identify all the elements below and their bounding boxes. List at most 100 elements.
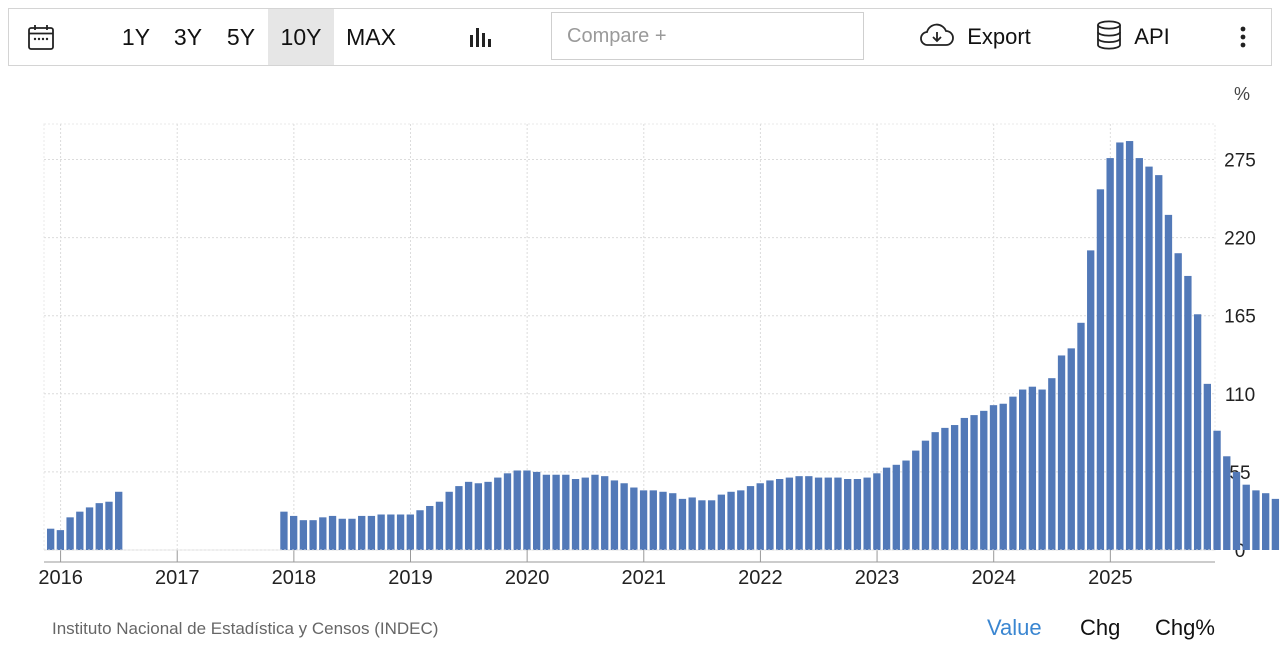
y-tick-label: 275 xyxy=(1224,151,1256,172)
bar xyxy=(980,410,988,550)
bar xyxy=(562,474,570,550)
bar xyxy=(387,514,395,550)
bar xyxy=(358,515,366,550)
tab-value[interactable]: Value xyxy=(987,615,1042,640)
bar xyxy=(1019,389,1027,550)
tab-chg-percent[interactable]: Chg% xyxy=(1155,615,1215,640)
bar xyxy=(814,477,823,550)
bar xyxy=(649,490,657,550)
bar xyxy=(1077,322,1085,550)
bar xyxy=(1057,355,1066,550)
bar xyxy=(1232,471,1241,550)
bar xyxy=(474,483,482,550)
bar xyxy=(921,440,930,550)
bar xyxy=(999,403,1007,550)
bar xyxy=(1096,189,1105,550)
bar xyxy=(377,514,385,550)
x-tick-label: 2018 xyxy=(272,567,317,589)
bar xyxy=(824,477,832,550)
bar xyxy=(620,483,628,550)
bar xyxy=(785,477,794,550)
bar xyxy=(766,480,774,550)
range-max-button[interactable]: MAX xyxy=(346,23,396,50)
cloud-download-icon xyxy=(919,22,955,53)
bar xyxy=(299,520,308,550)
bar xyxy=(756,483,764,550)
bar xyxy=(367,515,376,550)
bar xyxy=(484,481,492,550)
bar xyxy=(941,427,949,550)
bar xyxy=(1174,253,1182,550)
compare-input[interactable] xyxy=(551,12,864,60)
bar xyxy=(280,511,288,550)
bar xyxy=(970,415,978,550)
x-tick-label: 2021 xyxy=(622,567,667,589)
bar-chart: 0551101652202752016201720182019202020212… xyxy=(38,123,1280,589)
bar xyxy=(76,511,84,550)
range-10y-button[interactable]: 10Y xyxy=(268,9,334,65)
bar xyxy=(834,477,842,550)
x-tick-label: 2019 xyxy=(388,567,433,589)
range-3y-button[interactable]: 3Y xyxy=(173,23,203,50)
bar xyxy=(1125,141,1134,551)
bar xyxy=(47,528,55,550)
range-1y-button[interactable]: 1Y xyxy=(121,23,151,50)
bar-chart-icon[interactable] xyxy=(465,9,495,65)
x-tick-label: 2025 xyxy=(1088,567,1133,589)
bar xyxy=(115,491,123,550)
bar xyxy=(85,507,94,550)
bar xyxy=(396,514,405,550)
bar xyxy=(698,500,706,550)
y-tick-label: 110 xyxy=(1225,385,1255,406)
bar xyxy=(328,515,337,550)
bar xyxy=(406,514,414,550)
bar xyxy=(853,479,862,550)
bar xyxy=(727,491,735,550)
chart-toolbar: 1Y 3Y 5Y 10Y MAX Export xyxy=(8,8,1272,66)
bar xyxy=(805,476,813,550)
bar xyxy=(105,501,113,550)
bar xyxy=(863,477,871,550)
bar xyxy=(776,479,784,550)
bar xyxy=(882,467,891,550)
bar xyxy=(435,501,444,550)
bar xyxy=(1271,498,1280,550)
api-label: API xyxy=(1134,24,1170,49)
y-tick-label: 220 xyxy=(1224,229,1256,250)
bar xyxy=(912,450,920,550)
x-tick-label: 2020 xyxy=(505,567,550,589)
bar xyxy=(639,490,648,550)
bar xyxy=(533,471,541,550)
range-5y-button[interactable]: 5Y xyxy=(226,23,256,50)
api-button[interactable]: API xyxy=(1093,9,1173,65)
bar xyxy=(455,486,463,550)
bar xyxy=(1223,456,1231,550)
bar xyxy=(1135,158,1143,550)
more-vertical-icon[interactable] xyxy=(1229,9,1257,65)
plot-area-frame xyxy=(43,123,1216,551)
x-tick-label: 2022 xyxy=(738,567,783,589)
bar xyxy=(1164,214,1173,550)
tab-chg[interactable]: Chg xyxy=(1080,615,1121,640)
x-tick-label: 2017 xyxy=(155,567,200,589)
calendar-icon[interactable] xyxy=(23,9,59,65)
bar xyxy=(717,494,725,550)
bar xyxy=(1038,389,1046,550)
bar xyxy=(1155,175,1163,550)
bar xyxy=(290,515,298,550)
bar xyxy=(445,491,453,550)
bar xyxy=(746,486,755,550)
bar xyxy=(1087,250,1095,550)
export-button[interactable]: Export xyxy=(915,9,1035,65)
database-icon xyxy=(1096,20,1122,55)
bar xyxy=(348,518,356,550)
bar xyxy=(552,474,560,550)
bar xyxy=(503,473,512,550)
bar xyxy=(1116,142,1124,550)
bar xyxy=(873,473,881,550)
bar xyxy=(464,481,473,550)
export-label: Export xyxy=(967,24,1031,49)
bar xyxy=(591,474,599,550)
bar xyxy=(1106,158,1114,550)
bar xyxy=(795,476,803,550)
